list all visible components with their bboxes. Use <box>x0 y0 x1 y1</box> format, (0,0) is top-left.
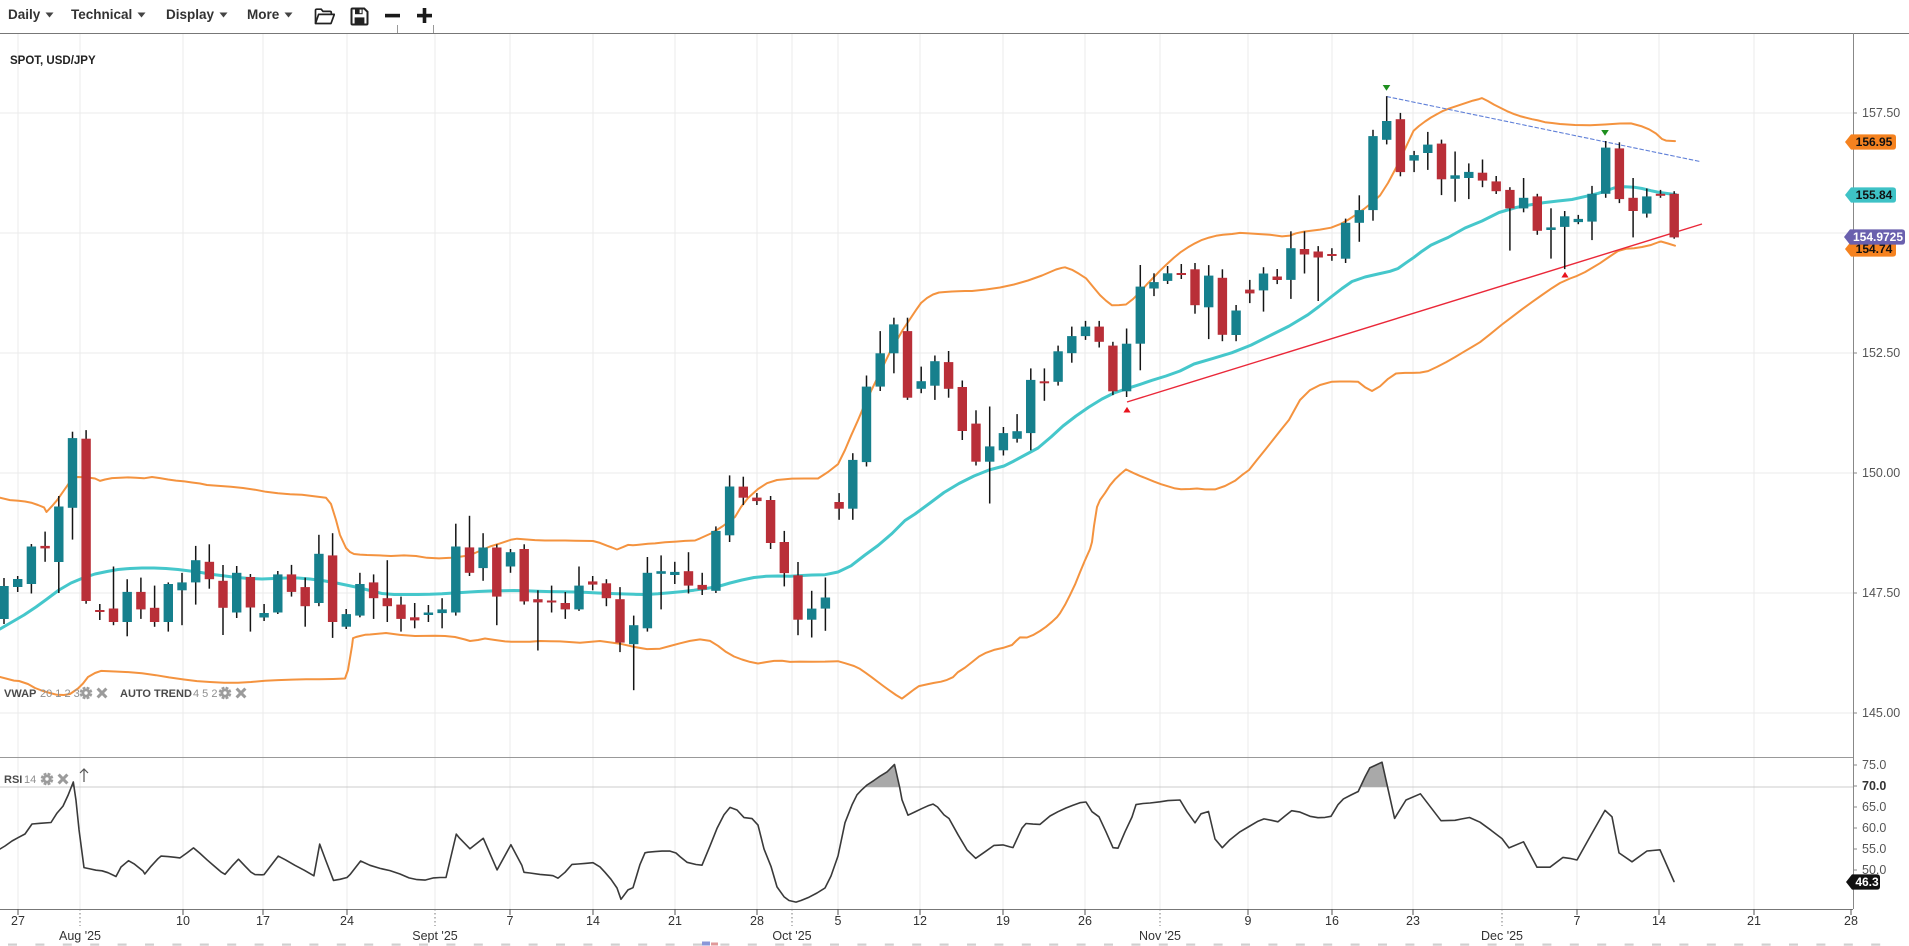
svg-text:60.0: 60.0 <box>1862 821 1886 835</box>
svg-text:14: 14 <box>1652 914 1666 928</box>
svg-text:10: 10 <box>176 914 190 928</box>
svg-text:28: 28 <box>750 914 764 928</box>
svg-text:VWAP: VWAP <box>4 688 36 700</box>
svg-text:20 1 2 3: 20 1 2 3 <box>40 688 80 700</box>
svg-text:21: 21 <box>668 914 682 928</box>
svg-text:14: 14 <box>586 914 600 928</box>
svg-text:24: 24 <box>340 914 354 928</box>
svg-text:145.00: 145.00 <box>1862 706 1900 720</box>
svg-text:Oct '25: Oct '25 <box>772 929 811 943</box>
svg-text:14: 14 <box>24 774 36 786</box>
svg-text:SPOT, USD/JPY: SPOT, USD/JPY <box>10 55 96 67</box>
svg-text:RSI: RSI <box>4 774 22 786</box>
svg-text:154.9725: 154.9725 <box>1853 230 1903 244</box>
svg-text:46.3: 46.3 <box>1855 875 1879 889</box>
svg-text:156.95: 156.95 <box>1856 135 1893 149</box>
svg-text:150.00: 150.00 <box>1862 466 1900 480</box>
svg-text:28: 28 <box>1844 914 1858 928</box>
svg-text:12: 12 <box>913 914 927 928</box>
svg-text:55.0: 55.0 <box>1862 842 1886 856</box>
svg-text:50.0: 50.0 <box>1862 863 1886 877</box>
svg-text:AUTO TREND: AUTO TREND <box>120 688 192 700</box>
svg-text:70.0: 70.0 <box>1862 779 1886 793</box>
svg-text:7: 7 <box>507 914 514 928</box>
svg-text:21: 21 <box>1747 914 1761 928</box>
svg-text:9: 9 <box>1245 914 1252 928</box>
svg-text:154.74: 154.74 <box>1856 242 1893 256</box>
svg-text:65.0: 65.0 <box>1862 800 1886 814</box>
svg-text:5: 5 <box>835 914 842 928</box>
svg-text:26: 26 <box>1078 914 1092 928</box>
svg-text:Sept '25: Sept '25 <box>412 929 458 943</box>
svg-text:7: 7 <box>1574 914 1581 928</box>
svg-text:27: 27 <box>11 914 25 928</box>
svg-text:75.0: 75.0 <box>1862 758 1886 772</box>
svg-text:4 5 2: 4 5 2 <box>193 688 217 700</box>
svg-text:157.50: 157.50 <box>1862 106 1900 120</box>
svg-text:19: 19 <box>996 914 1010 928</box>
svg-text:23: 23 <box>1406 914 1420 928</box>
svg-text:147.50: 147.50 <box>1862 586 1900 600</box>
svg-text:Dec '25: Dec '25 <box>1481 929 1523 943</box>
svg-text:17: 17 <box>256 914 270 928</box>
svg-text:Nov '25: Nov '25 <box>1139 929 1181 943</box>
svg-text:Aug '25: Aug '25 <box>59 929 101 943</box>
svg-text:152.50: 152.50 <box>1862 346 1900 360</box>
svg-text:155.84: 155.84 <box>1856 188 1893 202</box>
svg-text:16: 16 <box>1325 914 1339 928</box>
